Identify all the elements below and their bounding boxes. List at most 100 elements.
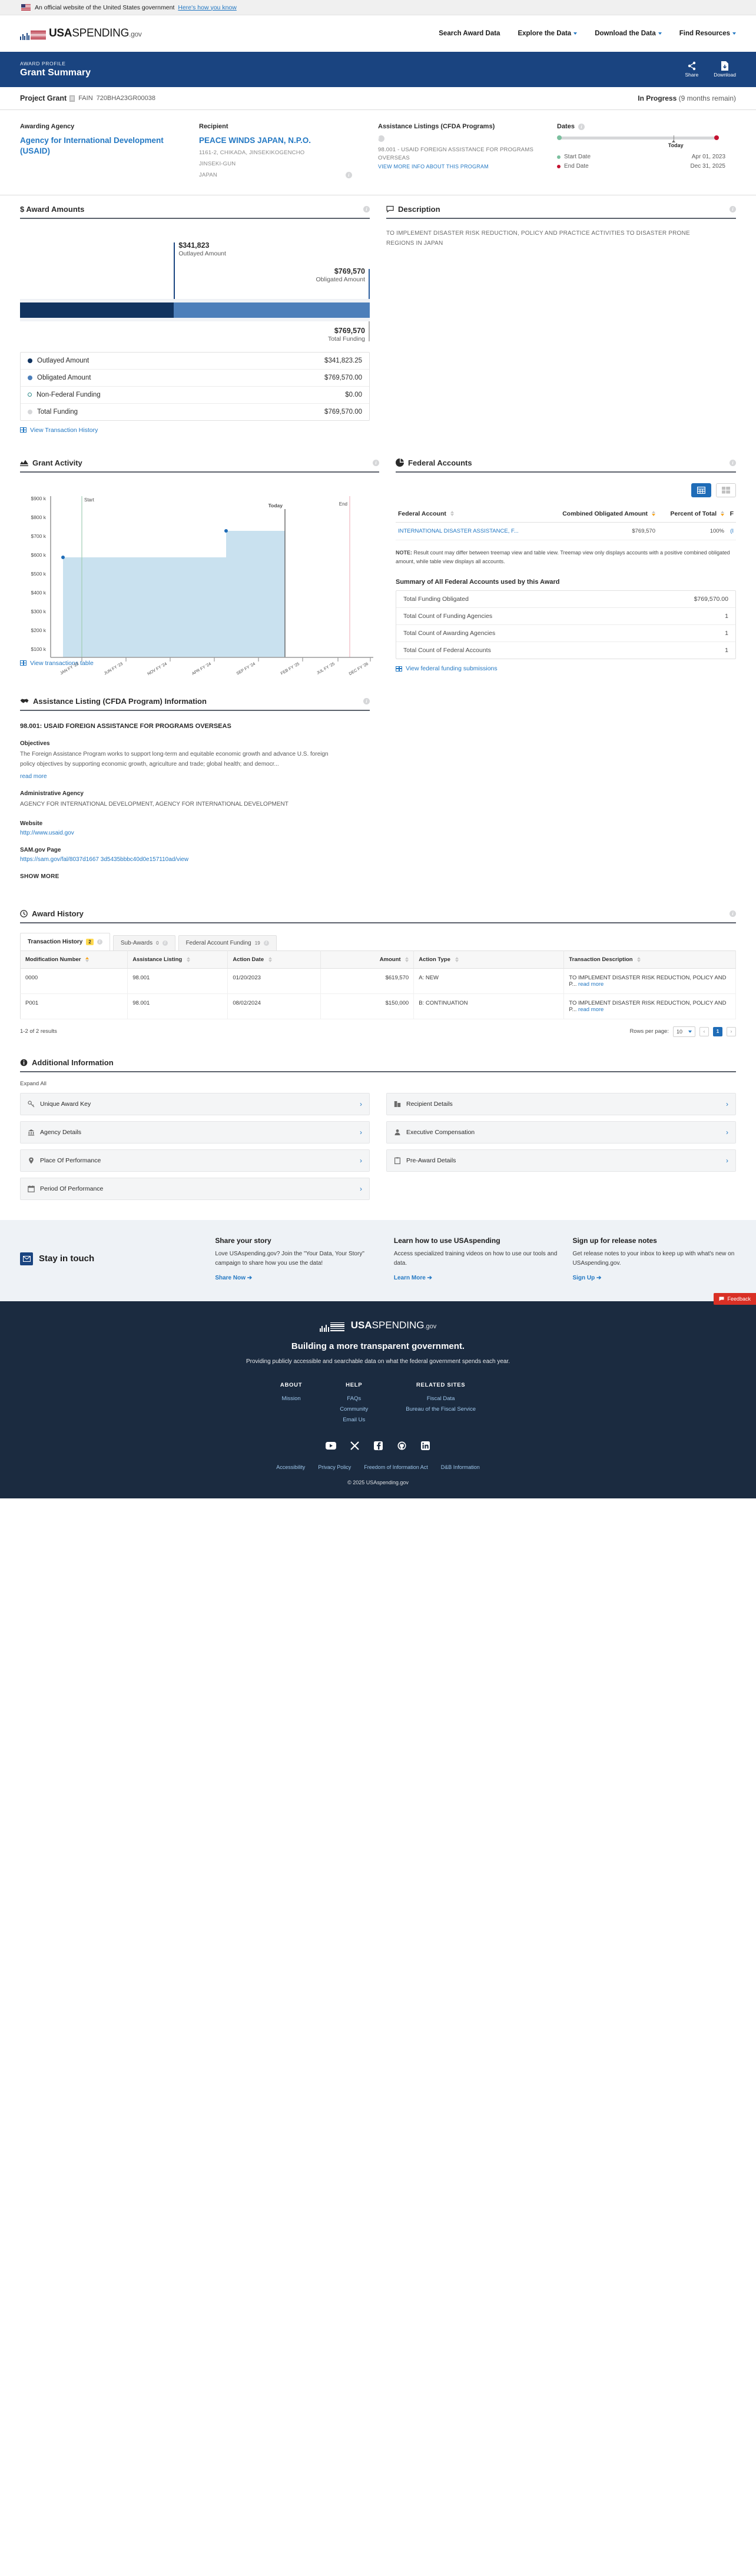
accordion-recipient-details[interactable]: Recipient Details › xyxy=(386,1092,736,1115)
cfda-info-icon[interactable]: i xyxy=(378,135,384,142)
share-now-link[interactable]: Share Now ➔ xyxy=(215,1274,253,1281)
tab-federal-account-funding[interactable]: Federal Account Funding 19 i xyxy=(178,935,277,950)
expand-all-link[interactable]: Expand All xyxy=(20,1080,47,1087)
col-overflow[interactable]: F xyxy=(727,505,736,523)
how-you-know-link[interactable]: Here's how you know xyxy=(178,4,237,11)
nav-search-award-data[interactable]: Search Award Data xyxy=(439,30,500,37)
col-action-type[interactable]: Action Type xyxy=(413,950,565,969)
col-label: Transaction Description xyxy=(569,956,633,963)
accordion-executive-compensation[interactable]: Executive Compensation › xyxy=(386,1121,736,1144)
table-icon xyxy=(396,666,402,672)
view-transaction-history-link[interactable]: View Transaction History xyxy=(30,426,98,434)
rows-per-page-select[interactable]: 10 xyxy=(672,1026,695,1037)
page-1-button[interactable]: 1 xyxy=(713,1026,722,1036)
footer-link-privacy-policy[interactable]: Privacy Policy xyxy=(318,1464,352,1470)
svg-text:$500 k: $500 k xyxy=(31,571,46,577)
overview-awarding-agency: Awarding Agency Agency for International… xyxy=(20,123,199,180)
view-transactions-table-link[interactable]: View transactions table xyxy=(30,659,94,667)
recipient-link[interactable]: PEACE WINDS JAPAN, N.P.O. xyxy=(199,136,311,145)
footer-logo[interactable]: USASPENDING.gov xyxy=(20,1319,736,1332)
panels-row-2: Grant Activity i $900 k $800 k $700 k $6… xyxy=(0,449,756,688)
footer-link-foia[interactable]: Freedom of Information Act xyxy=(364,1464,428,1470)
cell-assistance-listing: 98.001 xyxy=(127,993,228,1019)
dates-info-icon[interactable]: i xyxy=(578,123,585,130)
col-modification-number[interactable]: Modification Number xyxy=(20,950,128,969)
accordion-period-of-performance[interactable]: Period Of Performance › xyxy=(20,1177,370,1200)
description-info-icon[interactable]: i xyxy=(730,205,736,212)
info-circle-icon xyxy=(20,1059,28,1066)
footer-link-community[interactable]: Community xyxy=(340,1405,369,1412)
accordion-agency-details[interactable]: Agency Details › xyxy=(20,1121,370,1144)
awarding-agency-link[interactable]: Agency for International Development (US… xyxy=(20,136,164,156)
footer-link-fiscal-data[interactable]: Fiscal Data xyxy=(426,1395,455,1402)
treemap-view-button[interactable] xyxy=(716,483,736,497)
nav-explore-the-data[interactable]: Explore the Data xyxy=(518,30,578,37)
tab-sub-awards[interactable]: Sub-Awards 0 i xyxy=(112,935,175,950)
tab-transaction-history[interactable]: Transaction History 2 i xyxy=(20,932,110,950)
grant-activity-info-icon[interactable]: i xyxy=(373,459,379,466)
nav-find-resources[interactable]: Find Resources xyxy=(679,30,736,37)
sign-up-link[interactable]: Sign Up ➔ xyxy=(572,1274,602,1281)
cfda-value: 98.001 - USAID FOREIGN ASSISTANCE FOR PR… xyxy=(378,147,533,162)
footer-link-mission[interactable]: Mission xyxy=(281,1395,301,1402)
cell-amount: $150,000 xyxy=(320,993,415,1019)
chevron-right-icon: › xyxy=(726,1156,728,1165)
footer-link-bureau-fiscal-service[interactable]: Bureau of the Fiscal Service xyxy=(406,1405,476,1412)
summary-row: Total Funding Obligated $769,570.00 xyxy=(396,591,735,609)
sam-gov-link[interactable]: https://sam.gov/fal/8037d1667 3d5435bbbc… xyxy=(20,856,189,863)
recipient-info-icon[interactable]: i xyxy=(346,172,352,179)
nav-download-the-data[interactable]: Download the Data xyxy=(595,30,662,37)
col-combined-obligated[interactable]: Combined Obligated Amount xyxy=(543,505,658,523)
col-label: Action Type xyxy=(419,956,450,963)
next-page-button[interactable]: › xyxy=(727,1026,736,1036)
total-funding-bar xyxy=(20,298,370,303)
feedback-button[interactable]: Feedback xyxy=(714,1292,756,1305)
col-transaction-description[interactable]: Transaction Description xyxy=(563,950,736,969)
learn-more-link[interactable]: Learn More ➔ xyxy=(393,1274,432,1281)
x-twitter-icon[interactable] xyxy=(349,1441,360,1451)
col-percent-of-total[interactable]: Percent of Total xyxy=(657,505,727,523)
award-history-info-icon[interactable]: i xyxy=(730,910,736,917)
footer-link-email-us[interactable]: Email Us xyxy=(343,1416,366,1423)
col-amount[interactable]: Amount xyxy=(320,950,415,969)
accordion-label: Unique Award Key xyxy=(40,1100,91,1108)
youtube-icon[interactable] xyxy=(326,1441,336,1451)
website-link[interactable]: http://www.usaid.gov xyxy=(20,829,74,836)
tab-info-icon[interactable]: i xyxy=(162,940,168,946)
cfda-info-panel-info-icon[interactable]: i xyxy=(363,698,370,705)
award-amounts-info-icon[interactable]: i xyxy=(363,205,370,212)
col-federal-account[interactable]: Federal Account xyxy=(396,505,543,523)
usaspending-logo[interactable]: USASPENDING.gov xyxy=(20,27,142,40)
federal-account-link[interactable]: INTERNATIONAL DISASTER ASSISTANCE, F... xyxy=(398,527,519,534)
col-assistance-listing[interactable]: Assistance Listing xyxy=(127,950,228,969)
grant-activity-x-axis: JAN FY '23 JUN FY '23 NOV FY '24 APR FY … xyxy=(51,656,373,676)
accordion-pre-award-details[interactable]: Pre-Award Details › xyxy=(386,1149,736,1172)
note-body: Result count may differ between treemap … xyxy=(396,549,730,565)
facebook-icon[interactable] xyxy=(373,1441,383,1451)
federal-accounts-info-icon[interactable]: i xyxy=(730,459,736,466)
github-icon[interactable] xyxy=(396,1441,407,1451)
footer-link-faqs[interactable]: FAQs xyxy=(347,1395,362,1402)
description-read-more-link[interactable]: read more xyxy=(578,1006,604,1013)
table-view-button[interactable] xyxy=(691,483,711,497)
accordion-unique-award-key[interactable]: Unique Award Key › xyxy=(20,1092,370,1115)
stay-in-touch-section: Stay in touch Share your story Love USAs… xyxy=(0,1219,756,1301)
linkedin-icon[interactable] xyxy=(420,1441,430,1451)
objectives-read-more-link[interactable]: read more xyxy=(20,773,47,780)
footer-link-accessibility[interactable]: Accessibility xyxy=(276,1464,306,1470)
col-action-date[interactable]: Action Date xyxy=(227,950,321,969)
rows-per-page-value: 10 xyxy=(676,1028,682,1035)
table-header-row: Federal Account Combined Obligated Amoun… xyxy=(396,505,736,523)
show-more-button[interactable]: SHOW MORE xyxy=(20,873,59,880)
view-federal-funding-submissions-link[interactable]: View federal funding submissions xyxy=(406,665,498,673)
cfda-more-info-link[interactable]: VIEW MORE INFO ABOUT THIS PROGRAM xyxy=(378,163,489,169)
footer-link-db-information[interactable]: D&B Information xyxy=(440,1464,480,1470)
panel-spacer xyxy=(386,697,736,895)
share-button[interactable]: Share xyxy=(685,61,698,78)
download-button[interactable]: Download xyxy=(714,61,736,78)
tab-info-icon[interactable]: i xyxy=(263,940,269,946)
description-read-more-link[interactable]: read more xyxy=(578,980,604,988)
tab-info-icon[interactable]: i xyxy=(97,939,102,945)
accordion-place-of-performance[interactable]: Place Of Performance › xyxy=(20,1149,370,1172)
prev-page-button[interactable]: ‹ xyxy=(699,1026,709,1036)
